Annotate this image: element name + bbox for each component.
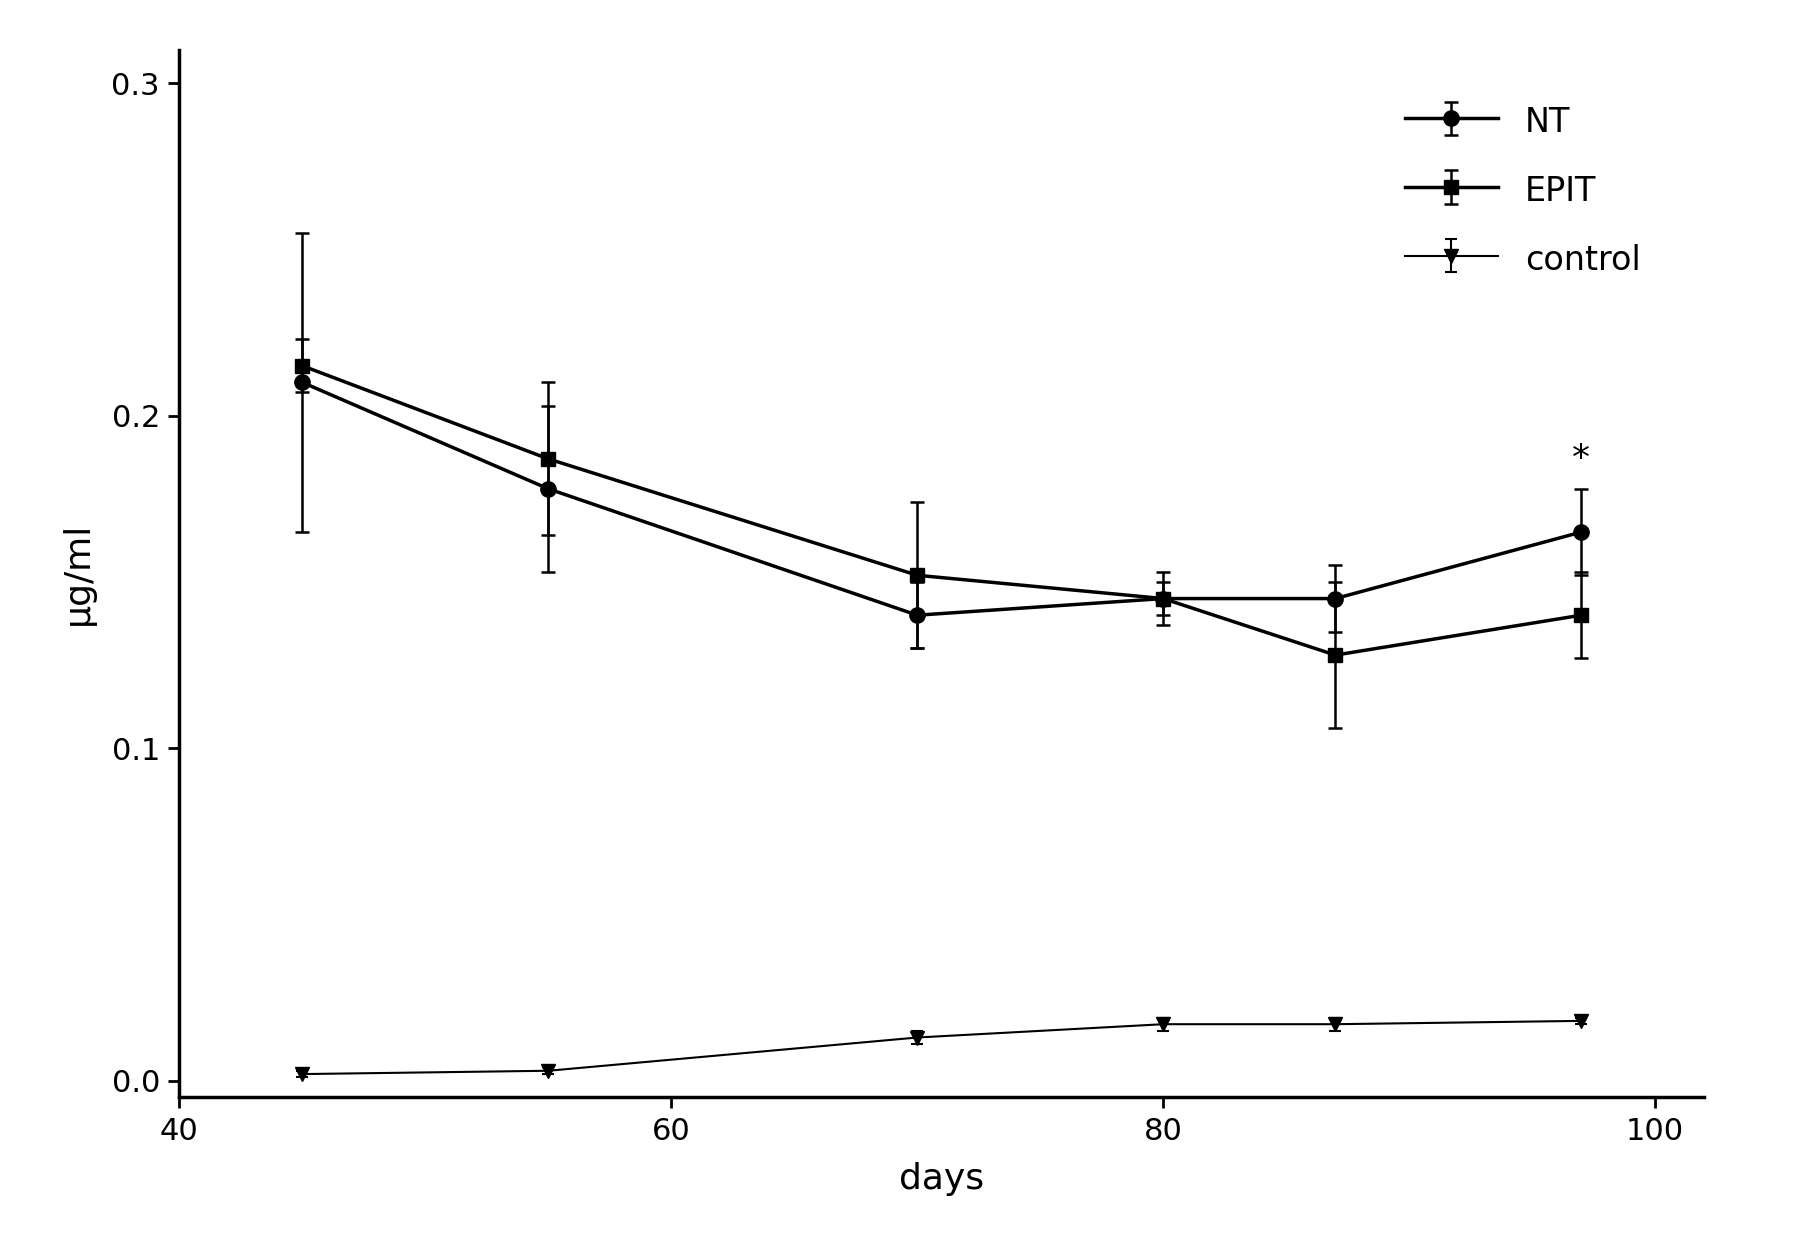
- Y-axis label: μg/ml: μg/ml: [61, 522, 95, 625]
- Legend: NT, EPIT, control: NT, EPIT, control: [1389, 87, 1658, 293]
- Text: *: *: [1572, 441, 1589, 475]
- X-axis label: days: days: [899, 1162, 985, 1196]
